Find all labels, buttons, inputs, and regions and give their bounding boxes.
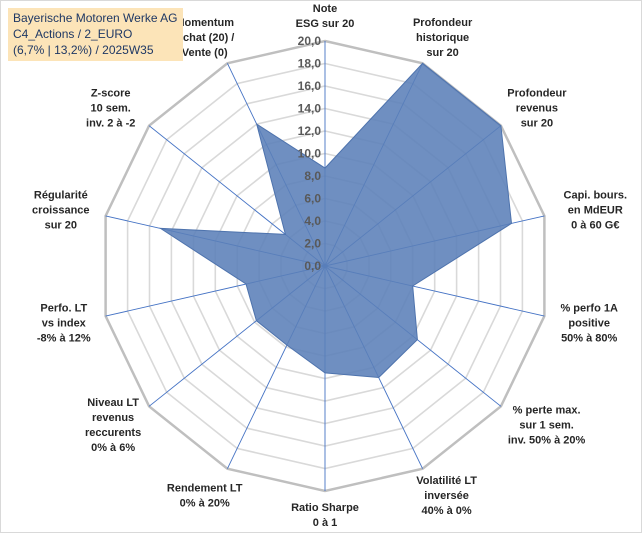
tick-label: 16,0 bbox=[298, 79, 322, 93]
axis-label-line: Z-score bbox=[91, 88, 131, 100]
radar-tick-labels: 0,0 2,0 4,0 6,0 8,0 10,0 12,0 14,0 16,0 18,0 20,0 bbox=[298, 34, 322, 273]
axis-label-line: % perfo 1A bbox=[560, 303, 618, 315]
axis-label-line: sur 20 bbox=[521, 118, 553, 130]
axis-label-line: sur 1 sem. bbox=[519, 419, 573, 431]
tick-label: 12,0 bbox=[298, 124, 322, 138]
chart-title-box: Bayerische Motoren Werke AG C4_Actions /… bbox=[8, 8, 183, 61]
axis-label-line: Perfo. LT bbox=[40, 303, 87, 315]
axis-label-line: -8% à 12% bbox=[37, 333, 91, 345]
axis-label-line: Profondeur bbox=[507, 88, 567, 100]
axis-label: Rendement LT 0% à 20% bbox=[167, 482, 243, 509]
axis-label-line: Niveau LT bbox=[87, 397, 139, 409]
axis-label-line: Vente (0) bbox=[182, 47, 228, 59]
axis-label-line: inversée bbox=[424, 490, 469, 502]
radar-series bbox=[158, 62, 513, 379]
axis-label-line: 40% à 0% bbox=[422, 505, 472, 517]
axis-label-line: 10 sem. bbox=[91, 103, 131, 115]
title-stats: (6,7% | 13,2%) / 2025W35 bbox=[13, 43, 154, 57]
axis-label-line: Note bbox=[313, 3, 337, 15]
axis-label-line: Ratio Sharpe bbox=[291, 502, 359, 514]
axis-label-line: Rendement LT bbox=[167, 482, 243, 494]
axis-label-line: 0% à 6% bbox=[91, 442, 135, 454]
axis-label: Volatilité LT inversée 40% à 0% bbox=[416, 475, 477, 517]
tick-label: 4,0 bbox=[304, 214, 321, 228]
title-category: C4_Actions / 2_EURO bbox=[13, 27, 133, 41]
axis-label-line: sur 20 bbox=[426, 47, 458, 59]
axis-label-line: reccurents bbox=[85, 427, 141, 439]
axis-label-line: 0 à 1 bbox=[313, 517, 337, 529]
axis-label-line: croissance bbox=[32, 205, 89, 217]
title-company: Bayerische Motoren Werke AG bbox=[13, 11, 178, 25]
axis-label-line: Momentum bbox=[175, 17, 234, 29]
axis-label-line: 0 à 60 G€ bbox=[571, 220, 619, 232]
axis-label-line: 50% à 80% bbox=[561, 333, 617, 345]
tick-label: 8,0 bbox=[304, 169, 321, 183]
axis-label-line: Capi. bours. bbox=[564, 190, 628, 202]
axis-label: % perte max. sur 1 sem. inv. 50% à 20% bbox=[508, 404, 586, 446]
axis-label-line: revenus bbox=[516, 103, 558, 115]
axis-label-line: 0% à 20% bbox=[180, 497, 230, 509]
axis-label: Momentum Achat (20) / Vente (0) bbox=[175, 17, 234, 59]
axis-label-line: positive bbox=[568, 318, 610, 330]
axis-label-line: Achat (20) / bbox=[175, 32, 234, 44]
axis-label: Perfo. LT vs index -8% à 12% bbox=[37, 303, 91, 345]
axis-label-line: Profondeur bbox=[413, 17, 473, 29]
axis-label: Note ESG sur 20 bbox=[296, 3, 355, 30]
axis-label-line: sur 20 bbox=[45, 220, 77, 232]
axis-label: % perfo 1A positive 50% à 80% bbox=[560, 303, 618, 345]
axis-label: Niveau LT revenus reccurents 0% à 6% bbox=[85, 397, 141, 454]
axis-label-line: revenus bbox=[92, 412, 134, 424]
series-area bbox=[158, 62, 513, 379]
tick-label: 14,0 bbox=[298, 102, 322, 116]
radar-axis-labels: Note ESG sur 20 Profondeur historique sur 20… bbox=[32, 3, 627, 529]
axis-label-line: en MdEUR bbox=[568, 205, 623, 217]
axis-label-line: inv. 2 à -2 bbox=[86, 118, 135, 130]
axis-label-line: Volatilité LT bbox=[416, 475, 477, 487]
axis-label: Capi. bours. en MdEUR 0 à 60 G€ bbox=[564, 190, 628, 232]
axis-label-line: historique bbox=[416, 32, 469, 44]
axis-label: Z-score 10 sem. inv. 2 à -2 bbox=[86, 88, 135, 130]
axis-label: Profondeur historique sur 20 bbox=[413, 17, 473, 59]
tick-label: 2,0 bbox=[304, 237, 321, 251]
axis-label-line: Régularité bbox=[34, 190, 88, 202]
tick-label: 10,0 bbox=[298, 147, 322, 161]
tick-label: 0,0 bbox=[304, 259, 321, 273]
axis-label-line: ESG sur 20 bbox=[296, 18, 355, 30]
axis-label-line: vs index bbox=[42, 318, 87, 330]
axis-label-line: inv. 50% à 20% bbox=[508, 434, 586, 446]
axis-label: Ratio Sharpe 0 à 1 bbox=[291, 502, 359, 529]
axis-label: Profondeur revenus sur 20 bbox=[507, 88, 567, 130]
tick-label: 6,0 bbox=[304, 192, 321, 206]
tick-label: 20,0 bbox=[298, 34, 322, 48]
axis-label: Régularité croissance sur 20 bbox=[32, 190, 89, 232]
axis-label-line: % perte max. bbox=[513, 404, 581, 416]
tick-label: 18,0 bbox=[298, 57, 322, 71]
